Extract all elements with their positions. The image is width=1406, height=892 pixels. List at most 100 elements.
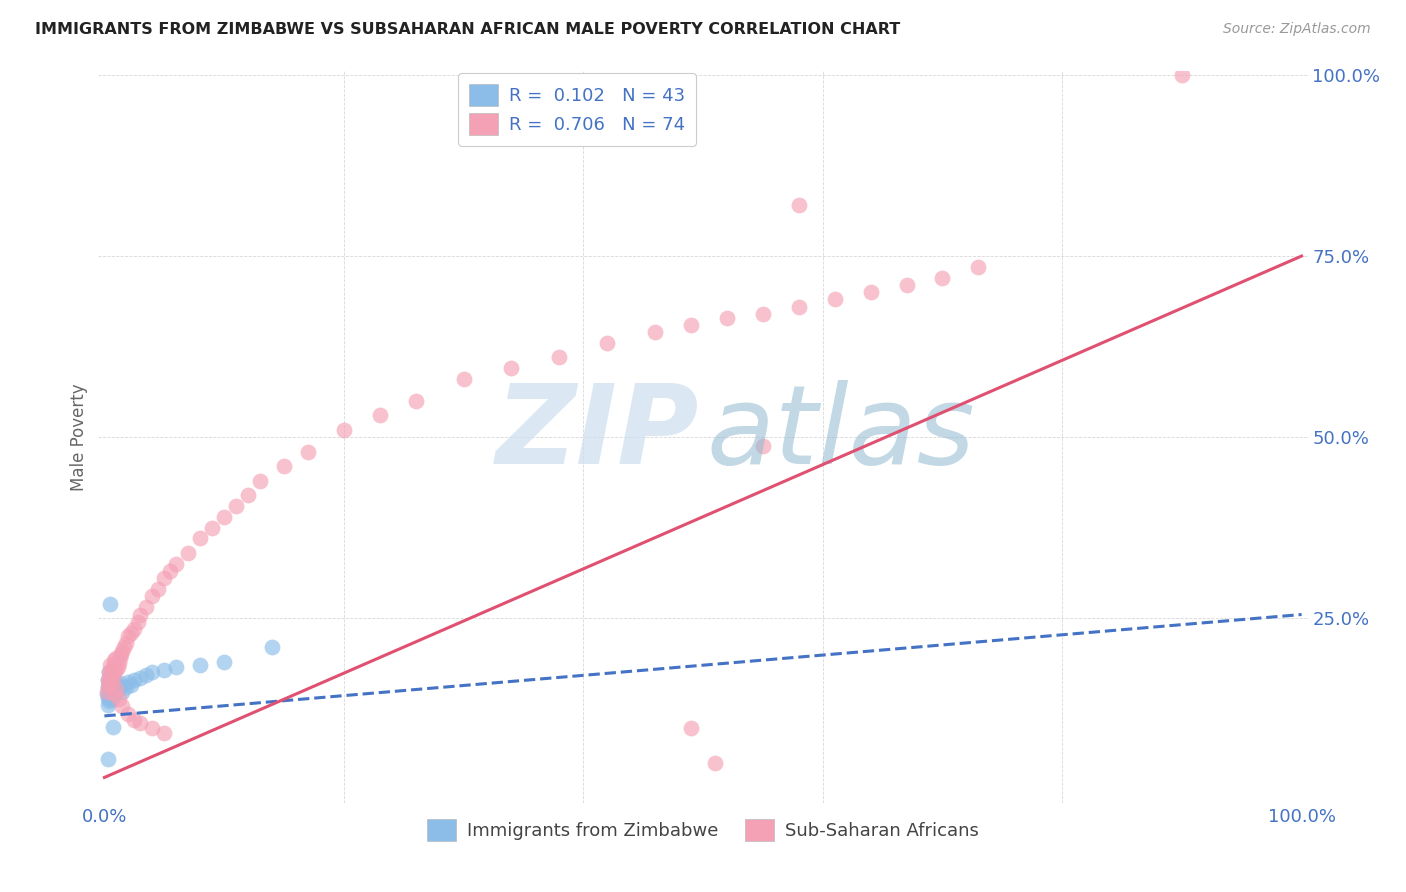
Point (679, 318, 702, 332)
Point (153, 663, 176, 677)
Point (97, 680, 120, 694)
Point (105, 682, 128, 697)
Point (100, 674, 122, 689)
Point (368, 409, 391, 423)
Point (98, 676, 121, 690)
Point (97, 690, 120, 705)
Point (787, 300, 810, 314)
Point (108, 651, 131, 665)
Point (148, 582, 170, 596)
Point (100, 682, 122, 697)
Point (111, 699, 134, 714)
Point (124, 622, 146, 636)
Text: atlas: atlas (707, 380, 976, 487)
Point (96, 687, 118, 701)
Text: IMMIGRANTS FROM ZIMBABWE VS SUBSAHARAN AFRICAN MALE POVERTY CORRELATION CHART: IMMIGRANTS FROM ZIMBABWE VS SUBSAHARAN A… (35, 22, 900, 37)
Point (100, 690, 122, 704)
Point (188, 658, 211, 673)
Point (107, 692, 129, 706)
Point (100, 678, 122, 692)
Point (129, 716, 152, 731)
Point (107, 660, 129, 674)
Point (679, 721, 702, 735)
Point (135, 667, 157, 681)
Point (104, 674, 127, 689)
Point (135, 600, 157, 615)
Point (101, 660, 124, 674)
Point (100, 663, 122, 677)
Point (120, 625, 142, 640)
Point (177, 546, 200, 560)
Point (97, 673, 120, 687)
Point (405, 393, 427, 408)
Text: Source: ZipAtlas.com: Source: ZipAtlas.com (1223, 22, 1371, 37)
Point (101, 680, 124, 694)
Point (931, 270, 953, 285)
Point (111, 644, 134, 658)
Point (141, 590, 163, 604)
Point (100, 671, 122, 685)
Point (104, 658, 127, 673)
Point (153, 725, 176, 739)
Point (117, 674, 139, 689)
Point (501, 361, 523, 376)
Point (225, 499, 247, 513)
Point (110, 648, 132, 662)
Point (129, 671, 152, 685)
Point (644, 325, 666, 339)
Point (105, 663, 128, 677)
Point (103, 687, 125, 701)
Point (100, 669, 122, 683)
Point (787, 198, 810, 212)
Point (100, 674, 122, 689)
Point (97, 673, 120, 687)
Point (896, 278, 918, 293)
Point (212, 655, 235, 669)
Point (103, 678, 125, 692)
Point (165, 660, 187, 674)
Point (108, 676, 131, 690)
Point (273, 458, 295, 473)
Point (97, 680, 120, 694)
Point (107, 680, 129, 694)
Point (103, 687, 125, 701)
Point (1171, 68, 1194, 82)
Point (104, 683, 127, 698)
Point (96, 685, 118, 699)
Point (704, 756, 727, 770)
Point (159, 564, 181, 578)
Point (120, 678, 142, 692)
Text: ZIP: ZIP (496, 380, 699, 487)
Point (124, 713, 146, 727)
Point (111, 685, 134, 699)
Point (100, 658, 122, 673)
Point (824, 293, 846, 307)
Point (107, 682, 129, 697)
Point (967, 260, 990, 274)
Point (115, 636, 138, 650)
Point (752, 439, 775, 453)
Y-axis label: Male Poverty: Male Poverty (70, 384, 89, 491)
Point (101, 685, 124, 699)
Point (98, 683, 121, 698)
Point (165, 557, 187, 571)
Point (153, 571, 176, 585)
Point (297, 444, 319, 458)
Point (716, 310, 738, 325)
Point (107, 656, 129, 670)
Point (98, 665, 121, 680)
Point (188, 532, 211, 546)
Point (548, 351, 571, 365)
Point (100, 685, 122, 699)
Point (97, 752, 120, 766)
Point (129, 607, 152, 622)
Point (98, 665, 121, 680)
Point (596, 335, 619, 350)
Point (141, 665, 163, 680)
Point (103, 665, 125, 680)
Point (115, 680, 138, 694)
Point (117, 706, 139, 721)
Point (249, 474, 271, 488)
Point (859, 285, 882, 300)
Point (260, 640, 283, 654)
